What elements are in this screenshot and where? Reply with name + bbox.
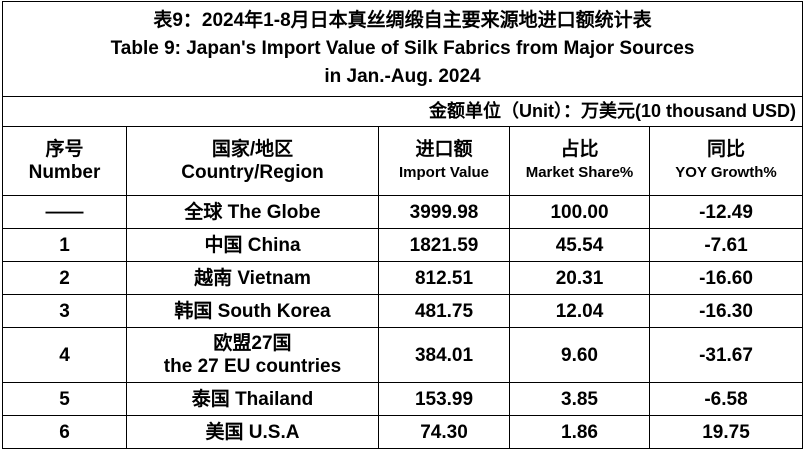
- header-cell: 序号 Number: [2, 126, 127, 196]
- data-row: 2 越南 Vietnam 812.51 20.31 -16.60: [2, 261, 803, 295]
- header-text: Import Value: [398, 164, 490, 181]
- header-row: 序号 Number 国家/地区 Country/Region 进口额 Import Val…: [2, 126, 803, 196]
- header-text: 进口额: [415, 139, 473, 160]
- unit-cell: 金额单位（Unit）：万美元(10 thousand USD): [2, 96, 803, 127]
- cell-line: 欧盟27国: [213, 333, 292, 354]
- title-cell: 表9：2024年1-8月日本真丝绸缎自主要来源地进口额统计表 Table 9: …: [2, 1, 803, 97]
- cell: 3999.98: [378, 195, 510, 229]
- cell: 20.31: [509, 261, 650, 295]
- cell: 欧盟27国 the 27 EU countries: [126, 327, 379, 383]
- data-row: 1 中国 China 1821.59 45.54 -7.61: [2, 228, 803, 262]
- cell: 1821.59: [378, 228, 510, 262]
- cell: 4: [2, 327, 127, 383]
- cell-line: the 27 EU countries: [163, 356, 342, 377]
- cell-line: 越南 Vietnam: [194, 267, 311, 289]
- header-cell: 国家/地区 Country/Region: [126, 126, 379, 196]
- data-row: 5 泰国 Thailand 153.99 3.85 -6.58: [2, 382, 803, 416]
- cell: 9.60: [509, 327, 650, 383]
- cell: -16.60: [649, 261, 803, 295]
- cell: 19.75: [649, 415, 803, 449]
- header-text: 占比: [560, 139, 599, 160]
- cell: -12.49: [649, 195, 803, 229]
- cell: 812.51: [378, 261, 510, 295]
- data-row: 6 美国 U.S.A 74.30 1.86 19.75: [2, 415, 803, 449]
- header-text: 同比: [706, 139, 745, 160]
- cell-line: 美国 U.S.A: [205, 421, 300, 443]
- header-cell: 进口额 Import Value: [378, 126, 510, 196]
- cell: 泰国 Thailand: [126, 382, 379, 416]
- cell: -6.58: [649, 382, 803, 416]
- cell: 全球 The Globe: [126, 195, 379, 229]
- cell: 3.85: [509, 382, 650, 416]
- cell: 1: [2, 228, 127, 262]
- header-text: YOY Growth%: [675, 164, 777, 181]
- cell: 1.86: [509, 415, 650, 449]
- cell: ——: [2, 195, 127, 229]
- cell-line: 泰国 Thailand: [191, 388, 314, 410]
- title-line: in Jan.-Aug. 2024: [324, 66, 481, 87]
- cell: 481.75: [378, 294, 510, 328]
- cell: 45.54: [509, 228, 650, 262]
- cell: -7.61: [649, 228, 803, 262]
- cell: 6: [2, 415, 127, 449]
- title-line: Table 9: Japan's Import Value of Silk Fa…: [110, 38, 695, 59]
- cell-line: 韩国 South Korea: [174, 300, 331, 322]
- cell: 越南 Vietnam: [126, 261, 379, 295]
- header-text: 序号: [45, 139, 84, 160]
- cell: 韩国 South Korea: [126, 294, 379, 328]
- cell: 美国 U.S.A: [126, 415, 379, 449]
- cell: 中国 China: [126, 228, 379, 262]
- cell: 2: [2, 261, 127, 295]
- cell: 3: [2, 294, 127, 328]
- data-row: —— 全球 The Globe 3999.98 100.00 -12.49: [2, 195, 803, 229]
- cell: 100.00: [509, 195, 650, 229]
- data-row: 3 韩国 South Korea 481.75 12.04 -16.30: [2, 294, 803, 328]
- cell-line: 中国 China: [204, 234, 301, 256]
- cell: 74.30: [378, 415, 510, 449]
- cell-line: 全球 The Globe: [184, 201, 321, 223]
- cell: -31.67: [649, 327, 803, 383]
- header-text: Country/Region: [181, 162, 324, 183]
- cell: 384.01: [378, 327, 510, 383]
- cell: -16.30: [649, 294, 803, 328]
- header-text: Market Share%: [525, 164, 634, 181]
- cell: 5: [2, 382, 127, 416]
- header-cell: 同比 YOY Growth%: [649, 126, 803, 196]
- header-text: 国家/地区: [211, 139, 294, 160]
- data-row: 4 欧盟27国 the 27 EU countries 384.01 9.60 -31.6…: [2, 327, 803, 383]
- cell: 12.04: [509, 294, 650, 328]
- cell: 153.99: [378, 382, 510, 416]
- title-line: 表9：2024年1-8月日本真丝绸缎自主要来源地进口额统计表: [153, 10, 652, 31]
- header-text: Number: [28, 162, 101, 183]
- header-cell: 占比 Market Share%: [509, 126, 650, 196]
